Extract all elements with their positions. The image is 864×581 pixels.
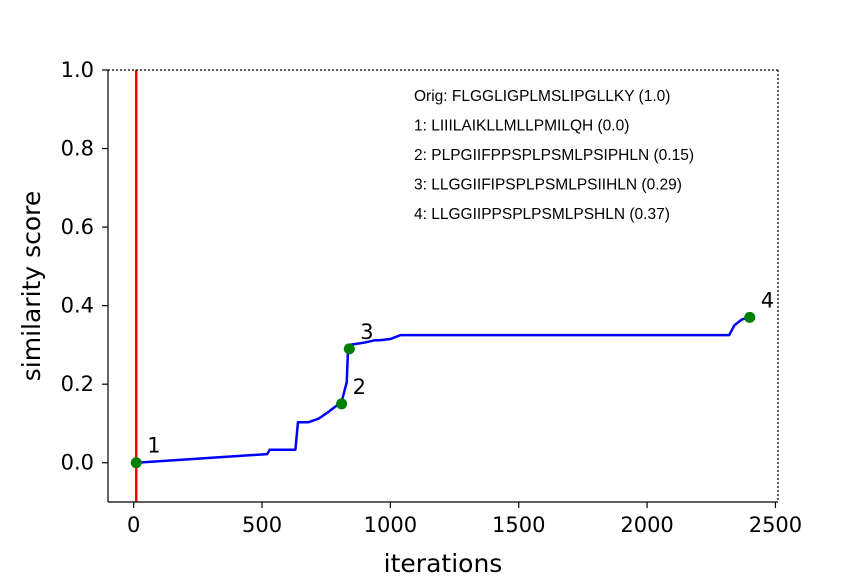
annotation-box: Orig: FLGGLIGPLMSLIPGLLKY (1.0) 1: LIIILA… <box>414 88 694 223</box>
highlight-point-3 <box>343 343 355 355</box>
y-tick-label: 0.2 <box>61 372 94 396</box>
x-tick-label: 1000 <box>364 513 417 537</box>
highlight-point-label-3: 3 <box>360 320 373 344</box>
annotation-line-0: Orig: FLGGLIGPLMSLIPGLLKY (1.0) <box>414 88 670 105</box>
highlight-point-label-4: 4 <box>761 288 774 312</box>
highlight-point-4 <box>744 311 756 323</box>
y-axis-label: similarity score <box>17 191 46 381</box>
plot-background <box>108 70 778 502</box>
x-tick-label: 1500 <box>492 513 545 537</box>
annotation-line-1: 1: LIIILAIKLLMLLPMILQH (0.0) <box>414 118 629 135</box>
annotation-line-3: 3: LLGGIIFIPSPLPSMLPSIIHLN (0.29) <box>414 177 682 194</box>
data-layer: 1 2 3 4 <box>130 70 774 502</box>
x-tick-label: 2000 <box>620 513 673 537</box>
axes: 0 500 1000 1500 2000 2500 0.0 0.2 0.4 0.6 0.8 1.0 <box>61 58 803 537</box>
x-tick-label: 500 <box>242 513 282 537</box>
x-axis-label: iterations <box>384 549 503 576</box>
highlight-point-1 <box>130 457 142 469</box>
x-tick-label: 2500 <box>749 513 802 537</box>
highlight-point-label-1: 1 <box>147 434 160 458</box>
y-tick-label: 0.8 <box>61 137 94 161</box>
highlight-point-label-2: 2 <box>353 375 366 399</box>
y-tick-label: 0.4 <box>61 294 94 318</box>
highlight-point-2 <box>336 398 348 410</box>
y-tick-label: 0.6 <box>61 215 94 239</box>
y-tick-label: 1.0 <box>61 58 94 82</box>
y-tick-label: 0.0 <box>61 451 94 475</box>
x-tick-label: 0 <box>127 513 140 537</box>
annotation-line-2: 2: PLPGIIFPPSPLPSMLPSIPHLN (0.15) <box>414 147 694 164</box>
annotation-line-4: 4: LLGGIIPPSPLPSMLPSHLN (0.37) <box>414 206 670 223</box>
